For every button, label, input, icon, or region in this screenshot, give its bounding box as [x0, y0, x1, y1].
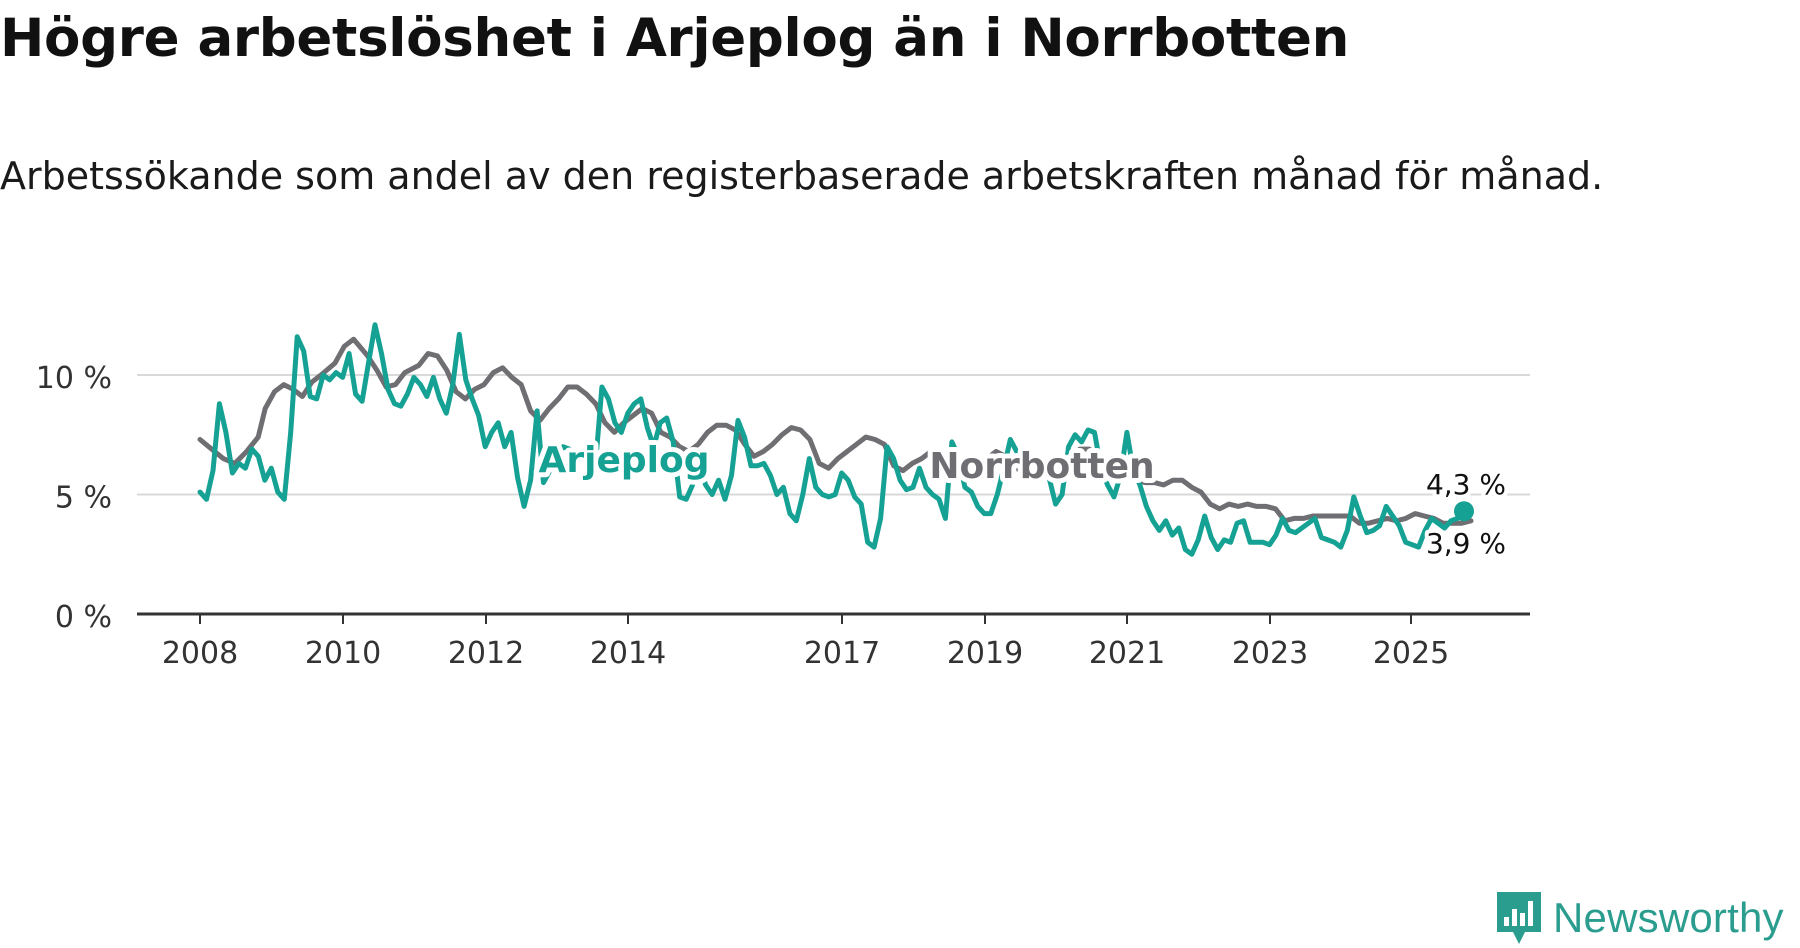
chart-title: Högre arbetslöshet i Arjeplog än i Norrb… [0, 8, 1350, 69]
newsworthy-logo-text: Newsworthy [1553, 894, 1784, 941]
series-lines [197, 322, 1474, 557]
series-label-norrbotten: Norrbotten [929, 446, 1154, 487]
x-tick-label: 2017 [804, 636, 880, 671]
series-label-norrbotten-halo: Norrbotten [929, 446, 1154, 487]
y-axis-ticks: 0 % 5 % 10 % [36, 361, 112, 635]
series-label-arjeplog-halo: Arjeplog [539, 440, 710, 481]
x-tick-label: 2014 [590, 636, 666, 671]
newsworthy-logo: Newsworthy [1494, 888, 1784, 948]
end-label-arjeplog-halo: 4,3 % [1426, 468, 1506, 501]
newsworthy-logo-icon [1497, 892, 1541, 944]
x-tick-label: 2012 [448, 636, 524, 671]
x-tick-label: 2023 [1232, 636, 1308, 671]
x-tick-label: 2025 [1373, 636, 1449, 671]
end-label-norrbotten-halo: 3,9 % [1426, 527, 1506, 560]
x-tick-label: 2019 [947, 636, 1023, 671]
x-tick-label: 2010 [305, 636, 381, 671]
series-line-norrbotten [197, 336, 1474, 526]
grid-lines [137, 374, 1530, 496]
series-label-arjeplog: Arjeplog [539, 440, 710, 481]
series-line-arjeplog [197, 322, 1467, 557]
end-label-arjeplog: 4,3 % [1426, 468, 1506, 501]
chart-subtitle: Arbetssökande som andel av den registerb… [0, 154, 1604, 198]
arjeplog-end-point [1454, 501, 1474, 522]
y-tick-label: 10 % [36, 361, 112, 396]
x-tick-label: 2008 [162, 636, 238, 671]
end-label-norrbotten: 3,9 % [1426, 527, 1506, 560]
y-tick-label: 0 % [55, 600, 112, 635]
y-tick-label: 5 % [55, 481, 112, 516]
x-tick-label: 2021 [1089, 636, 1165, 671]
x-axis-ticks: 2008 2010 2012 2014 2017 2019 2021 2023 2025 [137, 612, 1530, 671]
